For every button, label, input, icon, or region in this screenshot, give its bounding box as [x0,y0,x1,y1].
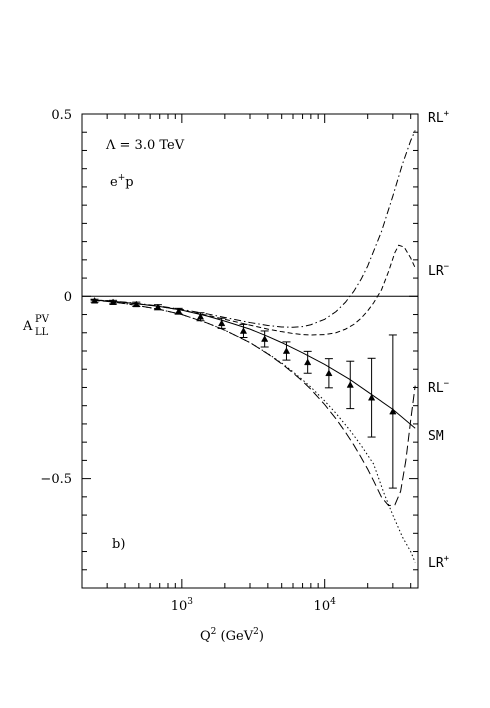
data-point-triangle [196,313,205,320]
curve-dotted-4 [90,299,416,563]
y-tick-label-0.5: 0.5 [51,108,72,123]
data-point-triangle [282,347,291,354]
data-point-triangle [346,381,354,388]
curve-solid-3 [90,299,416,429]
data-point-triangle [154,303,162,311]
x-tick-label-1e3: 103 [171,597,194,614]
lambda-annotation: Λ = 3.0 TeV [105,138,185,153]
data-point-triangle [175,307,183,315]
series-label-lr-plus: LR+ [428,554,450,571]
data-point-triangle [218,319,226,327]
data-point-triangle [367,393,376,401]
y-tick-label-minus-0.5: −0.5 [40,472,72,487]
data-point-triangle [239,327,248,334]
error-bars [90,298,397,489]
y-axis-label: A PV LL [22,314,50,338]
series-label-rl-minus: RL− [428,379,450,396]
beam-annotation: e+p [110,173,134,190]
model-curves [90,130,416,563]
curve-dashed-1 [90,244,416,336]
data-point-triangle [90,296,99,304]
data-point-triangle [389,407,397,415]
data-point-triangle [325,369,333,377]
series-label-lr-minus: LR− [428,262,450,279]
data-point-triangle [304,358,312,366]
data-point-triangle [132,300,140,308]
x-axis-label: Q2 (GeV2) [200,627,264,644]
y-tick-label-0: 0 [64,290,72,305]
series-label-sm: SM [428,429,444,444]
x-tick-label-1e4: 104 [314,597,337,614]
data-markers [90,296,397,415]
plot-frame [81,113,419,589]
data-point-triangle [109,298,117,305]
panel-label: b) [112,537,125,552]
series-label-rl-plus: RL+ [428,109,450,126]
curve-dashdot-0 [90,130,416,328]
data-point-triangle [261,335,269,342]
